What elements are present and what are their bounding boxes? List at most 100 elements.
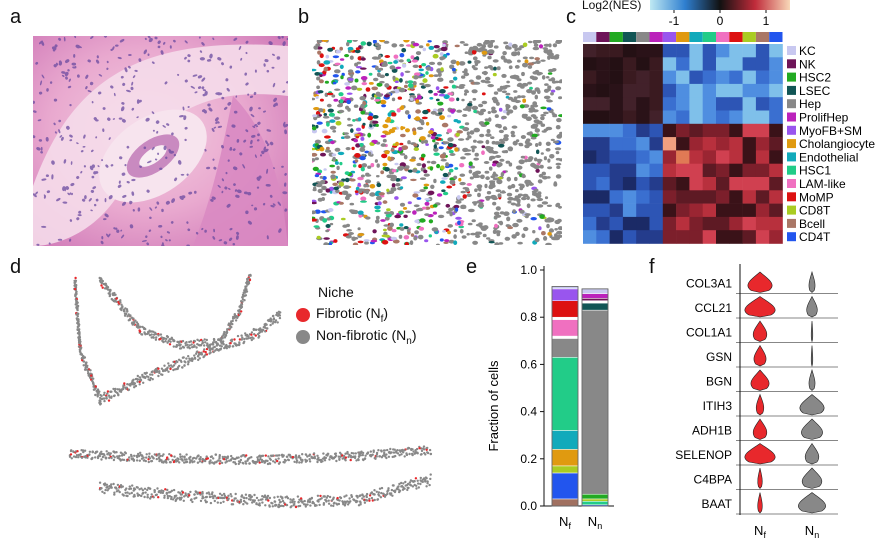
- bar-segment: [581, 302, 609, 311]
- bar-segment: [551, 465, 579, 474]
- violin-shape: [799, 394, 825, 416]
- bar-segment: [551, 288, 579, 301]
- bar-segment: [551, 335, 579, 339]
- gene-label: ITIH3: [703, 399, 733, 413]
- bar-segment: [551, 300, 579, 318]
- violin-shape: [757, 492, 763, 514]
- bar-segment: [581, 501, 609, 506]
- violin-shape: [755, 393, 765, 416]
- violin-shape: [810, 320, 814, 343]
- y-tick-label: 0.8: [520, 310, 537, 324]
- gene-label: SELENOP: [675, 448, 732, 462]
- violin-shape: [806, 295, 818, 318]
- bar-segment: [581, 293, 609, 299]
- gene-label: COL3A1: [686, 276, 732, 290]
- violin-shape: [801, 418, 823, 440]
- heatmap: KCNKHSC2LSECHepProlifHepMyoFB+SMCholangi…: [583, 32, 875, 244]
- gene-label: COL1A1: [686, 325, 732, 339]
- spatial-cell-map: [312, 40, 562, 245]
- legend-item: Non-fibrotic (Nn): [296, 326, 416, 348]
- gene-label: GSN: [706, 350, 732, 364]
- tissue-sections: [68, 273, 433, 509]
- violin-shape: [752, 320, 768, 342]
- bar-segment: [551, 498, 579, 507]
- panel-letter-c: c: [566, 6, 576, 28]
- y-tick-label: 0.2: [520, 452, 537, 466]
- colorbar-tick-1: 1: [763, 14, 770, 28]
- gene-label: BAAT: [702, 497, 733, 511]
- svg-text:ProlifHep: ProlifHep: [799, 111, 849, 125]
- bar-segment: [581, 298, 609, 301]
- histology-image: [33, 36, 288, 246]
- bar-segment: [551, 319, 579, 337]
- y-tick-label: 0.6: [520, 357, 537, 371]
- bar-segment: [551, 316, 579, 320]
- gene-label: ADH1B: [692, 423, 732, 437]
- svg-text:CD8T: CD8T: [799, 204, 831, 218]
- colorbar-label: Log2(NES): [582, 0, 642, 12]
- violin-shape: [747, 271, 773, 293]
- svg-text:HSC1: HSC1: [799, 164, 831, 178]
- violin-shape: [752, 418, 768, 440]
- violin-shape: [810, 345, 814, 368]
- bar-segment: [551, 430, 579, 450]
- violin-shape: [753, 344, 767, 367]
- svg-text:Bcell: Bcell: [799, 217, 825, 231]
- panel-letter-e: e: [466, 256, 478, 278]
- bar-segment: [581, 309, 609, 495]
- svg-text:CD4T: CD4T: [799, 230, 831, 244]
- panel-letter-d: d: [10, 256, 22, 278]
- panel-letter-a: a: [10, 6, 22, 28]
- y-axis-label: Fraction of cells: [486, 360, 501, 452]
- svg-text:Endothelial: Endothelial: [799, 150, 858, 164]
- violin-shape: [808, 368, 816, 391]
- bar-segment: [551, 357, 579, 431]
- legend-title: Niche: [318, 284, 354, 300]
- violin-shape: [798, 492, 826, 514]
- legend-dot: [296, 330, 310, 344]
- violin-shape: [744, 296, 776, 318]
- svg-text:MoMP: MoMP: [799, 190, 834, 204]
- svg-text:HSC2: HSC2: [799, 71, 831, 85]
- bar-segment: [551, 472, 579, 500]
- colorbar-tick-0: 0: [717, 14, 724, 28]
- x-tick-label: Nf: [559, 514, 571, 531]
- svg-text:LAM-like: LAM-like: [799, 177, 846, 191]
- violin-shape: [808, 270, 816, 293]
- legend-label: Non-fibrotic (Nn): [316, 327, 417, 347]
- colorbar-tick-neg1: -1: [669, 14, 680, 28]
- violin-category-label: Nf: [754, 523, 766, 540]
- bar-segment: [551, 449, 579, 467]
- bar-segment: [581, 493, 609, 500]
- violin-shape: [750, 369, 770, 391]
- violin-shape: [804, 442, 820, 465]
- y-tick-label: 1.0: [520, 263, 537, 277]
- gene-label: C4BPA: [694, 472, 732, 486]
- svg-text:Hep: Hep: [799, 97, 821, 111]
- gene-label: CCL21: [695, 301, 733, 315]
- violin-shape: [801, 467, 823, 489]
- svg-text:Cholangiocyte: Cholangiocyte: [799, 137, 875, 151]
- violin-shape: [744, 443, 776, 465]
- violin-plot: COL3A1 CCL21 COL1A1 GSN BGN ITIH3 ADH1B SELENOP…: [675, 264, 838, 540]
- bar-segment: [551, 338, 579, 358]
- panel-letter-b: b: [298, 6, 310, 28]
- x-tick-label: Nn: [588, 514, 602, 531]
- violin-category-label: Nn: [805, 523, 819, 540]
- svg-text:KC: KC: [799, 44, 816, 58]
- bar-segment: [581, 300, 609, 304]
- panel-letter-f: f: [649, 256, 655, 278]
- violin-shape: [757, 467, 763, 489]
- y-tick-label: 0.4: [520, 405, 537, 419]
- svg-text:LSEC: LSEC: [799, 84, 831, 98]
- y-tick-label: 0.0: [520, 499, 537, 513]
- bar-segment: [581, 288, 609, 294]
- bar-segment: [581, 498, 609, 502]
- legend-item: Fibrotic (Nf): [296, 304, 416, 326]
- niche-legend: Fibrotic (Nf) Non-fibrotic (Nn): [296, 304, 416, 348]
- svg-text:NK: NK: [799, 57, 816, 71]
- stacked-bar-chart: 0.0 0.2 0.4 0.6 0.8 1.0 Nf Nn Fraction of cell…: [486, 263, 614, 531]
- svg-text:MyoFB+SM: MyoFB+SM: [799, 124, 862, 138]
- legend-label: Fibrotic (Nf): [316, 305, 389, 325]
- colorbar: -1 0 1: [650, 0, 790, 28]
